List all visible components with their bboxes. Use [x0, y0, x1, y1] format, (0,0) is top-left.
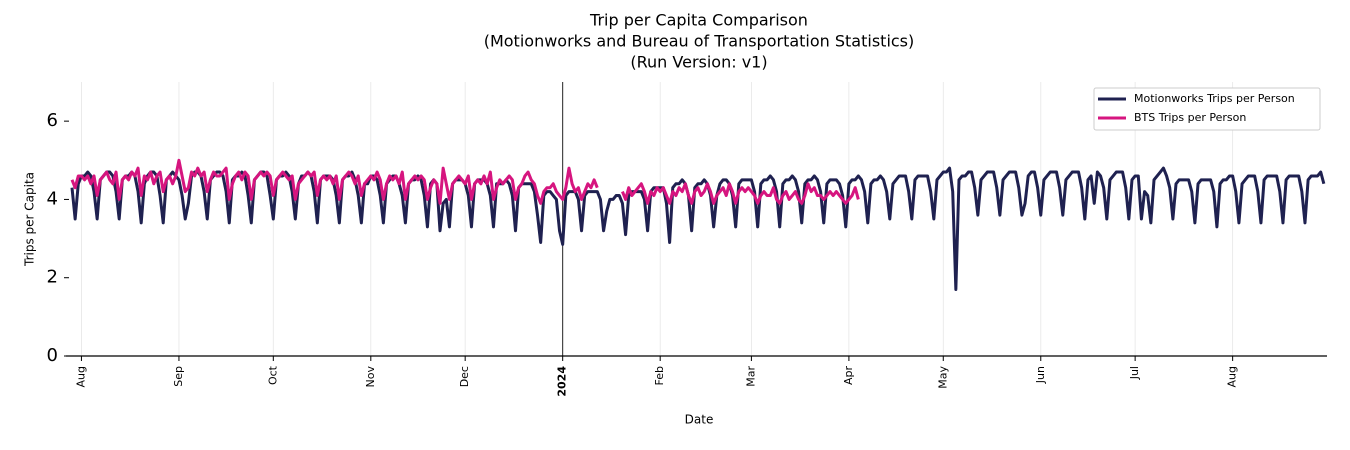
chart-title: Trip per Capita Comparison [589, 11, 808, 30]
x-tick-label: Oct [266, 365, 279, 385]
chart-subtitle: (Run Version: v1) [630, 53, 767, 72]
x-tick-label: Feb [653, 366, 666, 385]
x-tick-label: Apr [842, 366, 855, 386]
y-tick-label: 2 [47, 267, 58, 288]
y-axis-label: Trips per Capita [23, 172, 37, 267]
chart-subtitle: (Motionworks and Bureau of Transportatio… [484, 32, 915, 51]
x-tick-label: Aug [74, 366, 87, 387]
legend: Motionworks Trips per Person BTS Trips pe… [1093, 87, 1321, 131]
legend-label: Motionworks Trips per Person [1134, 92, 1295, 105]
legend-label: BTS Trips per Person [1134, 111, 1246, 124]
y-tick-label: 6 [47, 110, 58, 131]
x-axis-label: Date [685, 413, 714, 427]
x-tick-label: Nov [364, 366, 377, 388]
y-tick-label: 4 [47, 188, 58, 209]
x-tick-label: May [936, 366, 949, 389]
x-tick-label: Jul [1128, 366, 1141, 380]
x-tick-label: 2024 [556, 366, 569, 397]
legend-box [1093, 87, 1321, 131]
x-tick-label: Aug [1226, 366, 1239, 387]
x-tick-label: Sep [172, 366, 185, 387]
x-tick-label: Dec [458, 366, 471, 387]
data-line [70, 158, 860, 205]
x-tick-label: Jun [1034, 366, 1047, 384]
x-tick-label: Mar [744, 366, 757, 387]
y-tick-label: 0 [47, 345, 58, 366]
